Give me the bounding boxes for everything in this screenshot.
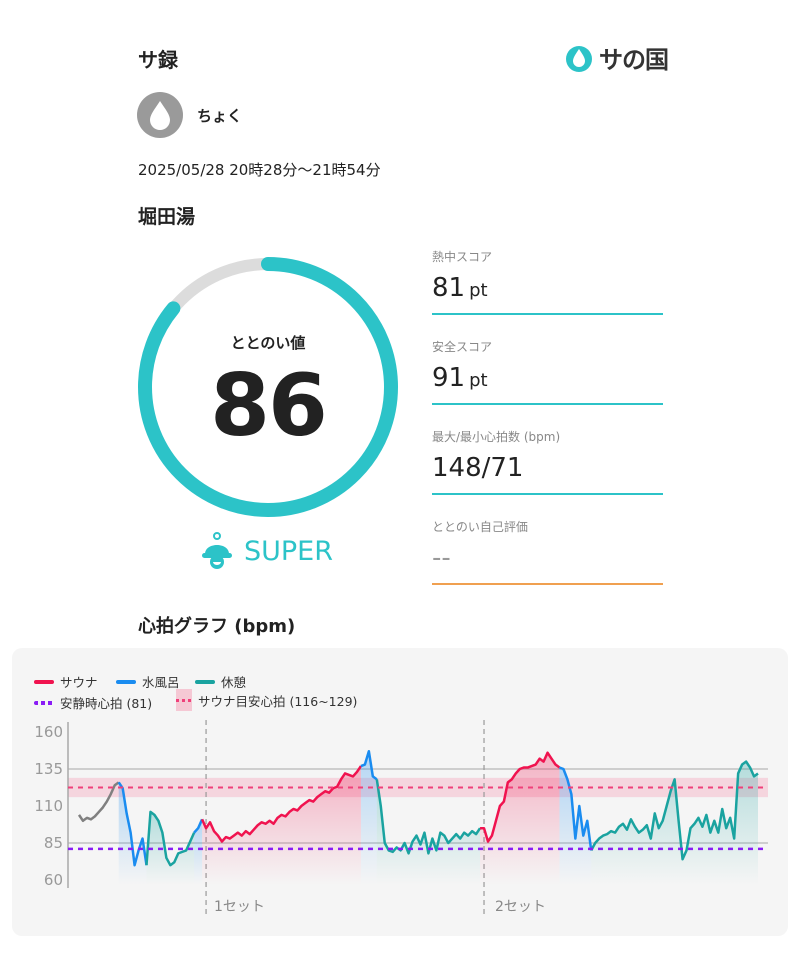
page-title: サ録 [138,48,178,72]
divider [432,493,663,495]
metric-unit: pt [469,280,488,301]
heart-rate-chart-card [12,648,788,936]
drop-logo-icon [566,45,592,72]
legend-rest: 休憩 [195,672,246,691]
legend-swatch [34,700,54,705]
user-name: ちょく [197,106,243,125]
divider [432,313,663,315]
legend-water: 水風呂 [116,672,180,691]
totonoi-ring-progress [138,257,398,517]
metric-safety-score: 安全スコア 91 pt [432,338,663,405]
y-tick-label: 60 [43,871,63,889]
legend-label: 安静時心拍 (81) [60,696,153,711]
y-tick-label: 160 [34,723,63,741]
metric-heart-rate: 最大/最小心拍数 (bpm) 148/71 [432,428,663,495]
legend-label: 水風呂 [142,675,180,690]
legend-target-hr: サウナ目安心拍 (116~129) [176,689,357,711]
metric-label: ととのい自己評価 [432,520,528,534]
set-label: 2セット [495,899,546,915]
legend-swatch [176,689,192,711]
legend-label: サウナ [60,675,98,690]
user-info[interactable]: ちょく [137,92,242,138]
metric-label: 熱中スコア [432,250,493,264]
legend-swatch [195,679,215,684]
metric-value: 148/71 [432,453,524,483]
metric-self-evaluation[interactable]: ととのい自己評価 -- [432,518,663,585]
divider [432,583,663,585]
set-label: 1セット [214,899,265,915]
totonoi-label: ととのい値 [230,334,306,352]
legend-resting-hr: 安静時心拍 (81) [34,693,152,712]
metric-value: 91 [432,363,466,393]
facility-name: 堀田湯 [138,206,196,228]
session-datetime: 2025/05/28 20時28分〜21時54分 [138,161,381,179]
legend-swatch [34,679,54,684]
legend-label: サウナ目安心拍 (116~129) [198,693,358,709]
graph-title: 心拍グラフ (bpm) [138,616,296,637]
y-tick-label: 135 [34,760,63,778]
y-tick-label: 110 [34,797,63,815]
legend-swatch [116,679,136,684]
y-tick-label: 85 [43,834,63,852]
metric-heat-score: 熱中スコア 81 pt [432,248,663,315]
brand-logo[interactable]: サの国 [565,40,669,75]
metric-label: 安全スコア [432,340,493,354]
sauna-hat-icon [202,532,232,569]
legend-sauna: サウナ [34,672,98,691]
divider [432,403,663,405]
logo-text: サの国 [599,46,669,74]
metric-label: 最大/最小心拍数 (bpm) [432,430,561,444]
avatar [137,92,183,138]
metric-value: 81 [432,273,466,303]
metric-value: -- [432,543,451,573]
rank-badge: SUPER [200,532,333,570]
metric-unit: pt [469,370,488,391]
totonoi-value: 86 [210,356,328,456]
totonoi-ring [138,257,398,517]
drop-icon [150,101,170,130]
legend-label: 休憩 [221,675,247,690]
rank-label: SUPER [244,535,334,567]
